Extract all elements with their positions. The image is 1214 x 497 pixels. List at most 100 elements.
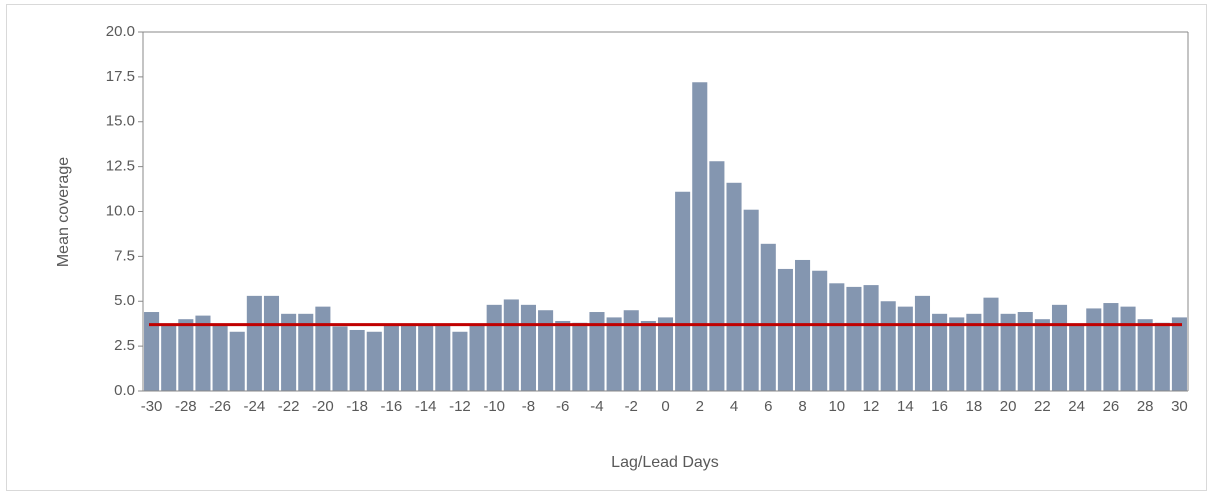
bar [726,182,742,391]
bar [366,331,382,391]
bar [1103,303,1119,391]
x-tick-label: 10 [828,398,845,415]
bar [246,295,262,391]
y-tick-label: 20.0 [106,23,135,40]
bar [555,320,571,391]
bar [897,306,913,391]
x-tick-label: -26 [209,398,231,415]
x-tick-label: 8 [798,398,806,415]
bar [503,299,519,391]
bar [880,301,896,391]
y-tick-label: 2.5 [114,337,135,354]
bar [777,268,793,391]
x-tick-label: -30 [141,398,163,415]
bar [1171,317,1187,391]
x-tick-label: 24 [1068,398,1085,415]
bar [983,297,999,391]
x-tick-label: -2 [625,398,638,415]
x-tick-label: 6 [764,398,772,415]
x-tick-label: -14 [415,398,437,415]
bar [452,331,468,391]
bar [161,324,177,391]
bar [863,285,879,391]
bar [966,313,982,391]
bar [932,313,948,391]
x-tick-label: -6 [556,398,569,415]
bar [640,320,656,391]
bar [692,82,708,391]
bar [914,295,931,391]
bar [263,295,280,391]
x-tick-label: -18 [346,398,368,415]
x-tick-label: -4 [590,398,603,415]
x-tick-label: 30 [1171,398,1188,415]
bar [606,317,622,391]
x-tick-label: -16 [381,398,403,415]
bar [400,324,417,391]
bar [675,191,691,391]
x-tick-label: 14 [897,398,914,415]
y-tick-label: 17.5 [106,68,135,85]
bar [315,306,331,391]
bar [1051,304,1068,391]
x-tick-label: 20 [1000,398,1017,415]
bar [349,329,365,391]
chart-frame [6,4,1207,491]
bar [418,324,434,391]
bar [1069,324,1085,391]
bar [589,312,605,391]
x-tick-label: 12 [863,398,880,415]
bar [332,326,348,391]
bar [178,319,194,391]
bar [623,310,639,391]
bar [538,310,554,391]
x-tick-label: 28 [1137,398,1154,415]
y-tick-label: 0.0 [114,382,135,399]
bar [281,313,297,391]
bar [229,331,245,391]
bar [743,209,759,391]
x-tick-label: 2 [696,398,704,415]
x-tick-label: 16 [931,398,948,415]
y-axis-title: Mean coverage [55,157,72,267]
bar [760,243,776,391]
x-tick-label: -12 [449,398,471,415]
bar [949,317,965,391]
bar [212,324,228,391]
bar [469,324,485,391]
x-axis-title: Lag/Lead Days [611,454,719,471]
bar [709,161,725,391]
x-tick-label: -10 [483,398,505,415]
x-tick-label: 18 [966,398,983,415]
bar [1000,313,1016,391]
y-tick-label: 15.0 [106,113,135,130]
bar [298,313,314,391]
bar [1154,322,1170,391]
bar [195,315,211,391]
bar [572,322,588,391]
y-tick-label: 10.0 [106,202,135,219]
bar [1120,306,1136,391]
bar [1086,308,1102,391]
x-tick-label: 22 [1034,398,1051,415]
bar [1034,319,1050,391]
bar [812,270,828,391]
x-tick-label: -28 [175,398,197,415]
bar [1137,319,1153,391]
x-tick-label: -22 [278,398,300,415]
x-tick-label: -8 [522,398,535,415]
bar [486,304,502,391]
y-tick-label: 12.5 [106,158,135,175]
x-tick-label: 26 [1103,398,1120,415]
bar [829,283,845,391]
x-tick-label: 4 [730,398,738,415]
bar [657,317,674,391]
bar [520,304,536,391]
x-tick-label: -20 [312,398,334,415]
bar [383,324,399,391]
bar [435,324,451,391]
x-tick-label: -24 [244,398,266,415]
y-tick-label: 5.0 [114,292,135,309]
x-tick-label: 0 [661,398,669,415]
